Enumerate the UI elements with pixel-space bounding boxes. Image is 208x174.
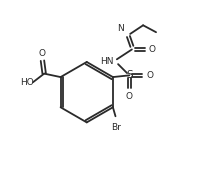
Text: Br: Br xyxy=(111,123,121,132)
Text: S: S xyxy=(126,70,133,80)
Text: O: O xyxy=(126,92,133,101)
Text: N: N xyxy=(117,24,124,33)
Text: O: O xyxy=(146,71,153,80)
Text: HO: HO xyxy=(20,78,34,87)
Text: O: O xyxy=(38,49,45,58)
Text: O: O xyxy=(149,45,156,54)
Text: HN: HN xyxy=(100,57,113,66)
